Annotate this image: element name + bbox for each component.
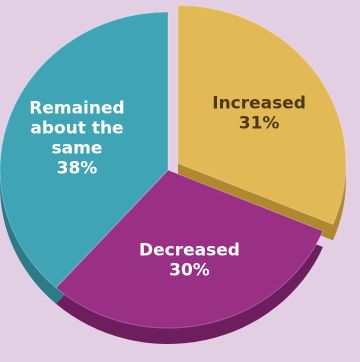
- pie-label-decreased: Decreased 30%: [139, 240, 240, 280]
- pie-slice-decreased: [55, 169, 324, 329]
- pie-label-increased: Increased 31%: [212, 94, 306, 134]
- pie-slices-group: [0, 4, 347, 329]
- pie-label-line: Remained: [29, 98, 124, 118]
- pie-label-line: 30%: [169, 260, 210, 280]
- pie-label-line: Increased: [212, 94, 306, 114]
- pie-label-line: about the: [30, 118, 123, 138]
- pie-label-line: same: [52, 138, 103, 158]
- pie-slice-remained-about-the-same: [0, 11, 169, 289]
- pie-label-line: Decreased: [139, 240, 240, 260]
- pie-label-line: 38%: [57, 158, 98, 178]
- pie-labels-group: Increased 31% Decreased 30% Remained about th…: [29, 94, 306, 281]
- pie-label-line: 31%: [239, 114, 280, 134]
- pie-label-remained-about-the-same: Remained about the same 38%: [29, 98, 124, 178]
- pie-slice-increased: [177, 4, 347, 226]
